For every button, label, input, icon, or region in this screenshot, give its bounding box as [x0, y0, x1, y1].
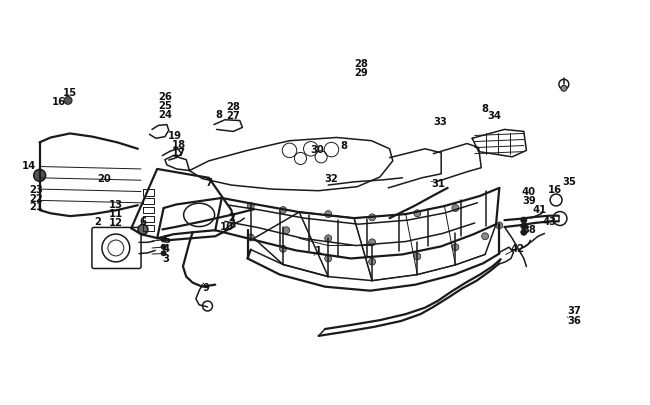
Text: 33: 33: [433, 116, 447, 126]
Text: 9: 9: [203, 282, 210, 292]
Circle shape: [247, 234, 254, 241]
Text: 8: 8: [216, 110, 223, 120]
Circle shape: [161, 245, 166, 249]
Text: 19: 19: [168, 131, 182, 141]
Text: 4: 4: [162, 244, 170, 254]
Text: 22: 22: [29, 194, 43, 203]
Circle shape: [414, 210, 421, 217]
Text: 16: 16: [548, 185, 562, 195]
Text: 29: 29: [354, 68, 368, 78]
Text: 41: 41: [532, 205, 547, 215]
Circle shape: [325, 255, 332, 262]
Text: 6: 6: [140, 217, 146, 227]
Text: 37: 37: [567, 305, 581, 315]
Text: 43: 43: [543, 217, 556, 227]
Circle shape: [325, 235, 332, 242]
Circle shape: [369, 258, 376, 266]
Text: 35: 35: [562, 177, 576, 187]
Text: 14: 14: [22, 160, 36, 171]
Text: 18: 18: [172, 139, 186, 149]
Text: 7: 7: [205, 177, 213, 188]
Circle shape: [414, 254, 421, 260]
Circle shape: [521, 230, 526, 236]
Text: 20: 20: [98, 173, 111, 183]
Circle shape: [521, 217, 526, 224]
Text: 2: 2: [229, 213, 235, 223]
Text: 25: 25: [158, 101, 172, 111]
Text: 34: 34: [487, 111, 501, 121]
Text: 2: 2: [94, 217, 101, 227]
Text: 28: 28: [354, 59, 368, 69]
Circle shape: [452, 205, 459, 212]
Text: 3: 3: [162, 253, 170, 263]
Text: 39: 39: [522, 196, 536, 205]
Circle shape: [369, 239, 376, 246]
Text: 10: 10: [220, 222, 234, 232]
Circle shape: [283, 227, 290, 234]
Text: 38: 38: [522, 225, 536, 235]
Circle shape: [64, 97, 72, 105]
Text: 21: 21: [29, 202, 43, 211]
Text: 8: 8: [482, 104, 489, 114]
Circle shape: [369, 214, 376, 221]
Circle shape: [34, 170, 46, 182]
Text: 8: 8: [341, 141, 348, 150]
Text: 16: 16: [51, 97, 66, 107]
Circle shape: [482, 233, 489, 240]
Text: 13: 13: [109, 200, 123, 210]
Text: 12: 12: [109, 217, 123, 228]
Text: 24: 24: [158, 110, 172, 120]
Circle shape: [138, 225, 148, 235]
Circle shape: [496, 222, 503, 229]
Text: 40: 40: [522, 186, 536, 196]
Text: 1: 1: [315, 246, 322, 256]
Circle shape: [161, 237, 166, 242]
Text: 36: 36: [567, 315, 581, 325]
Text: 28: 28: [226, 102, 240, 112]
Text: 32: 32: [324, 173, 339, 183]
Circle shape: [280, 207, 287, 214]
Text: 11: 11: [109, 209, 123, 219]
Text: 15: 15: [63, 88, 77, 98]
Text: 42: 42: [510, 244, 525, 254]
Text: 31: 31: [432, 178, 446, 188]
Text: 23: 23: [29, 185, 43, 195]
Circle shape: [161, 251, 166, 256]
Text: 17: 17: [172, 147, 186, 157]
Text: 26: 26: [158, 92, 172, 102]
Circle shape: [325, 211, 332, 218]
Circle shape: [452, 244, 459, 251]
Text: 27: 27: [226, 111, 240, 121]
Circle shape: [521, 224, 526, 230]
Text: 5: 5: [162, 234, 170, 245]
Text: 30: 30: [311, 145, 324, 154]
Circle shape: [247, 203, 254, 210]
Circle shape: [280, 246, 287, 253]
Circle shape: [561, 86, 567, 92]
